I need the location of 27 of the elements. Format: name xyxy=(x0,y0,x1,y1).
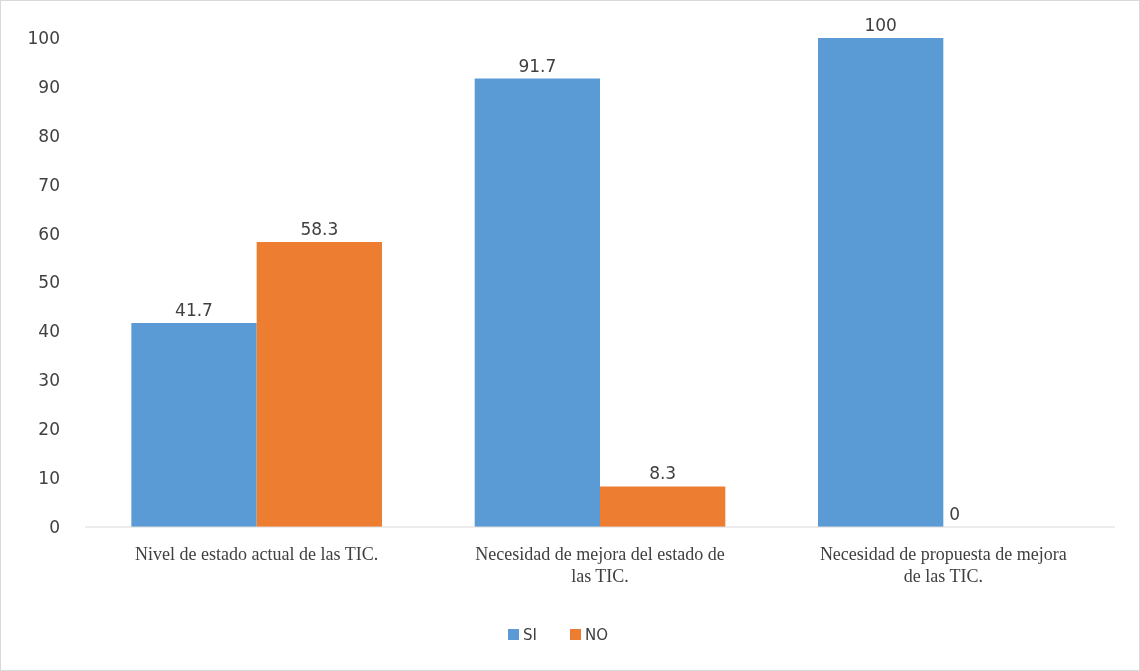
x-tick-label: Necesidad de mejora del estado de las TIC. xyxy=(475,544,725,586)
y-tick-label: 20 xyxy=(38,419,60,440)
bar xyxy=(818,38,944,527)
bar xyxy=(600,486,726,527)
data-label: 8.3 xyxy=(649,463,677,484)
bar xyxy=(256,241,382,527)
y-tick-label: 50 xyxy=(38,272,60,293)
legend-label: NO xyxy=(585,626,609,645)
data-label: 58.3 xyxy=(300,218,339,239)
y-tick-label: 10 xyxy=(38,468,60,489)
bar xyxy=(474,78,600,527)
x-tick-label: Nivel de estado actual de las TIC. xyxy=(135,544,379,564)
data-label: 41.7 xyxy=(175,300,213,321)
y-tick-label: 40 xyxy=(38,321,60,342)
bar xyxy=(131,323,257,527)
x-tick-label: Necesidad de propuesta de mejora de las TIC. xyxy=(819,544,1067,586)
y-tick-label: 0 xyxy=(49,516,60,537)
y-tick-label: 70 xyxy=(38,174,60,195)
y-tick-label: 60 xyxy=(38,223,60,244)
annotation: 0 xyxy=(949,504,961,524)
y-tick-label: 100 xyxy=(27,27,60,48)
data-label: 100 xyxy=(864,15,897,35)
y-tick-label: 80 xyxy=(38,125,60,146)
legend-label: SI xyxy=(523,626,537,645)
y-tick-label: 90 xyxy=(38,76,60,97)
y-tick-label: 30 xyxy=(38,370,60,391)
data-label: 91.7 xyxy=(518,55,557,76)
